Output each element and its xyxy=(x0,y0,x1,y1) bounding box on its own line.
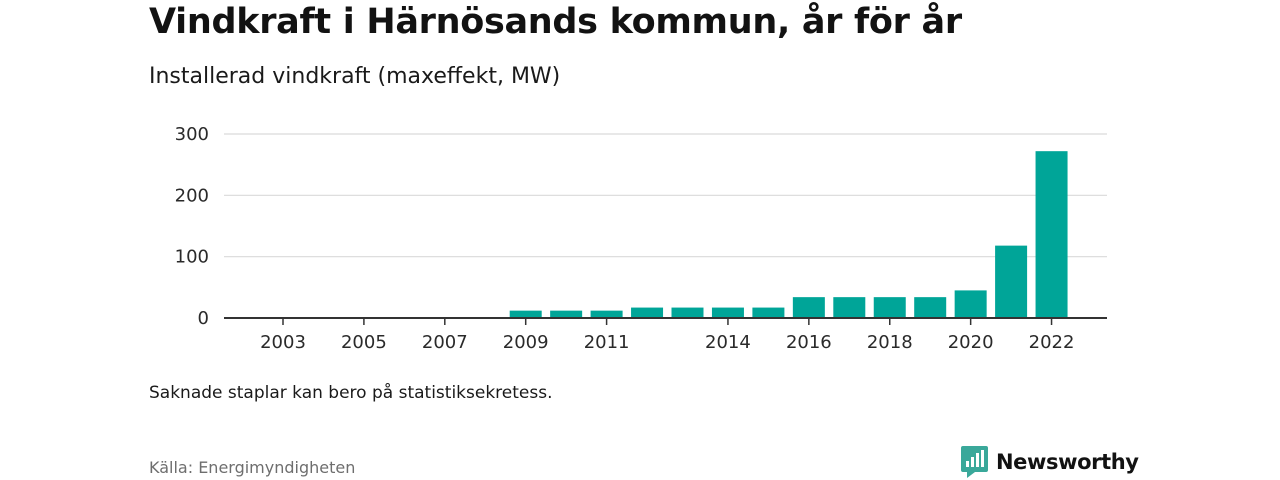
bar xyxy=(995,245,1028,318)
bar-series xyxy=(509,151,1068,318)
x-tick-label: 2018 xyxy=(867,332,913,353)
chart-subtitle: Installerad vindkraft (maxeffekt, MW) xyxy=(149,64,561,89)
bar xyxy=(590,310,623,318)
x-tick-label: 2014 xyxy=(705,332,751,353)
x-tick-label: 2020 xyxy=(948,332,994,353)
bar xyxy=(914,297,947,318)
bar xyxy=(671,307,704,318)
bar xyxy=(833,297,866,318)
gridlines xyxy=(224,133,1107,258)
y-tick-label: 200 xyxy=(175,185,209,206)
bar xyxy=(550,310,583,318)
y-tick-label: 0 xyxy=(198,308,209,329)
x-axis-ticks: 2003 2005 2007 2009 2011 2014 2016 2018 2020 2022 xyxy=(260,318,1074,353)
x-tick-label: 2009 xyxy=(503,332,549,353)
x-tick-label: 2022 xyxy=(1029,332,1075,353)
source-label: Källa: Energimyndigheten xyxy=(149,458,356,477)
bar xyxy=(1035,151,1068,318)
x-tick-label: 2005 xyxy=(341,332,387,353)
chart-title: Vindkraft i Härnösands kommun, år för år xyxy=(149,2,962,42)
x-tick-label: 2016 xyxy=(786,332,832,353)
brand-logo[interactable]: Newsworthy xyxy=(961,445,1139,479)
brand-name: Newsworthy xyxy=(996,450,1139,474)
bar xyxy=(954,290,987,318)
bar xyxy=(752,307,785,318)
y-axis-ticks: 0 100 200 300 xyxy=(175,124,209,329)
bar xyxy=(792,297,825,318)
x-tick-label: 2003 xyxy=(260,332,306,353)
newsworthy-logo-icon xyxy=(961,446,988,478)
bar xyxy=(711,307,744,318)
x-tick-label: 2011 xyxy=(584,332,630,353)
x-tick-label: 2007 xyxy=(422,332,468,353)
bar xyxy=(509,310,542,318)
bar xyxy=(631,307,664,318)
bar xyxy=(873,297,906,318)
y-tick-label: 300 xyxy=(175,124,209,145)
missing-bars-note: Saknade staplar kan bero på statistiksek… xyxy=(149,383,553,403)
y-tick-label: 100 xyxy=(175,247,209,268)
